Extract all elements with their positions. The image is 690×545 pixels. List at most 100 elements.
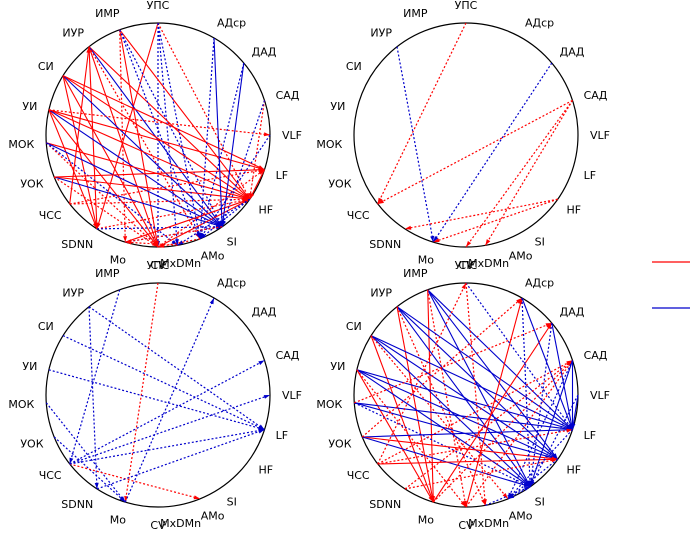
arrow-head: [485, 239, 491, 246]
correlation-line: [48, 109, 223, 228]
arrow-head: [258, 360, 265, 365]
correlation-line: [69, 46, 90, 205]
arrow-head: [571, 423, 576, 430]
correlation-line: [370, 335, 573, 431]
arrow-head: [523, 483, 531, 487]
node-label-n15: МОК: [316, 398, 342, 411]
node-label-mo: Mo: [418, 253, 434, 266]
node-label-n13: ЧСС: [347, 469, 370, 482]
node-label-n0: УПС: [147, 259, 170, 272]
arrow-head: [263, 395, 270, 399]
node-label-cv: CV: [458, 519, 474, 532]
node-label-vlf: VLF: [590, 129, 610, 142]
correlation-line: [362, 436, 558, 460]
correlation-line: [46, 142, 250, 200]
node-label-n19: ИМР: [403, 267, 428, 280]
arrow-head: [530, 480, 535, 487]
node-label-n14: УОК: [20, 438, 43, 451]
correlation-line: [404, 198, 558, 230]
correlation-line: [199, 37, 215, 239]
node-label-hf: HF: [259, 464, 274, 477]
node-label-n14: УОК: [328, 438, 351, 451]
correlation-line: [119, 29, 159, 248]
node-label-sdnn: SDNN: [369, 498, 401, 511]
correlation-line: [88, 46, 201, 240]
node-label-n16: УИ: [330, 360, 345, 373]
correlation-line: [62, 335, 265, 431]
correlation-line: [96, 22, 159, 230]
node-label-n13: ЧСС: [347, 209, 370, 222]
correlation-line: [96, 429, 265, 490]
correlation-line: [157, 22, 251, 200]
correlation-line: [69, 429, 265, 465]
correlation-line: [370, 335, 509, 500]
node-label-mo: Mo: [110, 513, 126, 526]
arrow-head: [125, 240, 132, 245]
arrow-head: [193, 495, 200, 500]
correlation-line: [507, 429, 573, 500]
node-label-n17: СИ: [346, 60, 362, 73]
correlation-line: [377, 282, 467, 465]
correlation-line: [119, 29, 201, 240]
arrow-head: [94, 482, 99, 489]
node-label-n2: ДАД: [252, 305, 277, 318]
arrow-head: [433, 238, 440, 243]
correlation-line: [521, 297, 531, 487]
correlation-line: [354, 402, 531, 488]
correlation-line: [356, 369, 467, 508]
node-label-n2: ДАД: [560, 45, 585, 58]
arrow-head: [86, 46, 91, 53]
correlation-line: [157, 238, 201, 248]
legend: [652, 261, 690, 309]
node-label-n16: УИ: [22, 360, 37, 373]
node-label-vlf: VLF: [282, 389, 302, 402]
correlation-line: [432, 322, 553, 503]
node-label-lf: LF: [276, 169, 288, 182]
node-label-mxdmn: MxDMn: [468, 517, 509, 530]
node-label-n18: ИУР: [370, 287, 392, 300]
node-label-n2: ДАД: [252, 45, 277, 58]
node-label-si: SI: [227, 236, 237, 249]
arrow-head: [461, 283, 466, 290]
arrow-head: [430, 235, 435, 243]
arrow-head: [518, 298, 523, 305]
correlation-line: [119, 29, 126, 243]
correlation-line: [88, 46, 98, 229]
correlation-line: [88, 46, 159, 248]
correlation-line: [377, 429, 573, 465]
correlation-line: [361, 297, 523, 438]
correlation-line: [465, 282, 486, 506]
node-label-hf: HF: [567, 464, 582, 477]
node-label-n3: САД: [584, 349, 608, 362]
correlation-line: [356, 369, 558, 460]
correlation-line: [356, 369, 531, 488]
node-label-n13: ЧСС: [39, 469, 62, 482]
node-label-sdnn: SDNN: [61, 498, 93, 511]
node-label-n0: УПС: [455, 259, 478, 272]
arrow-head: [177, 240, 184, 246]
node-label-n1: АДср: [217, 276, 246, 289]
arrow-head: [209, 298, 214, 305]
arrow-head: [258, 428, 265, 433]
correlation-line: [45, 402, 126, 503]
correlation-line: [370, 335, 434, 503]
node-label-vlf: VLF: [590, 389, 610, 402]
correlation-line: [69, 463, 201, 500]
diagram-circle: [45, 282, 271, 508]
node-label-cv: CV: [150, 519, 166, 532]
arrow-head: [200, 233, 206, 239]
node-label-cv: CV: [150, 259, 166, 272]
arrow-head: [263, 132, 270, 137]
node-label-n0: УПС: [455, 0, 478, 12]
diagram-circle: [353, 22, 579, 248]
correlation-line: [157, 169, 265, 248]
correlation-line: [377, 22, 467, 205]
node-label-n14: УОК: [20, 178, 43, 191]
node-label-n19: ИМР: [95, 267, 120, 280]
node-label-hf: HF: [567, 204, 582, 217]
correlation-line: [48, 109, 159, 248]
arrow-head: [466, 241, 472, 247]
correlation-line: [199, 134, 271, 240]
node-label-amo: AMo: [201, 510, 225, 523]
